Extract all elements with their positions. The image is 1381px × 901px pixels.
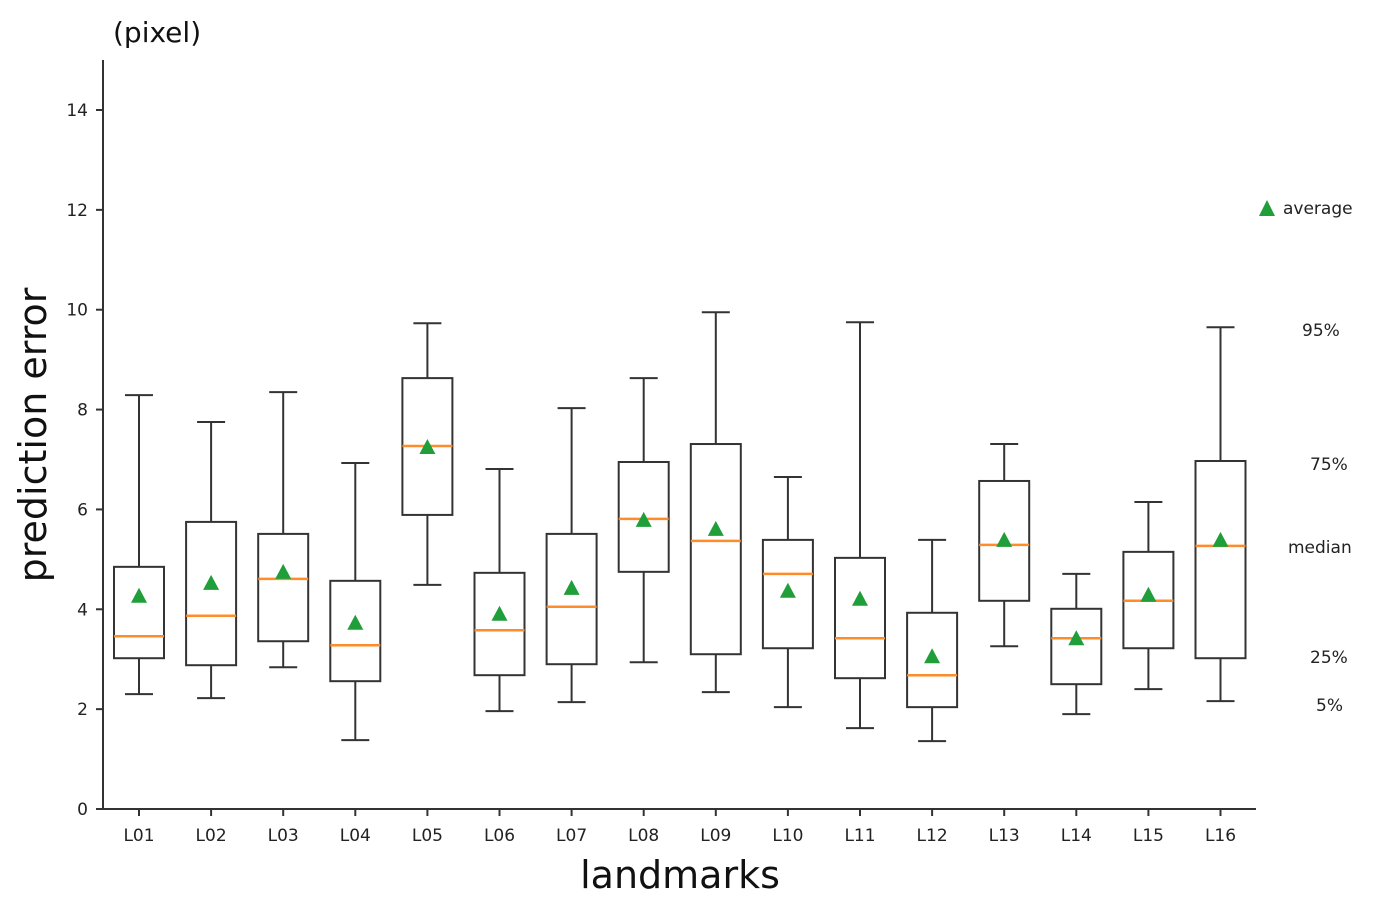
legend: average 95% 75% median 25% 5% <box>1259 199 1353 716</box>
box-L08 <box>617 377 670 664</box>
average-marker <box>563 579 580 595</box>
iqr-box <box>545 532 598 666</box>
legend-average: average <box>1283 199 1353 219</box>
iqr-box <box>1050 607 1103 686</box>
y-tick-label: 0 <box>77 800 88 820</box>
average-marker <box>275 563 292 579</box>
x-tick-label: L06 <box>484 826 515 846</box>
x-tick-label: L10 <box>772 826 803 846</box>
x-tick-label: L01 <box>123 826 154 846</box>
box-L03 <box>257 391 310 669</box>
average-marker <box>779 582 796 598</box>
iqr-box <box>906 611 959 709</box>
legend-25: 25% <box>1310 648 1348 668</box>
legend-95: 95% <box>1302 321 1340 341</box>
box-L14 <box>1050 572 1103 716</box>
unit-label: (pixel) <box>113 16 201 49</box>
y-tick-label: 2 <box>77 700 88 720</box>
average-marker <box>1068 630 1085 646</box>
iqr-box <box>329 579 382 683</box>
y-tick-label: 4 <box>77 600 88 620</box>
iqr-box <box>1194 459 1247 660</box>
y-axis-label: prediction error <box>11 287 55 582</box>
box-L05 <box>401 322 454 586</box>
y-tick-label: 8 <box>77 401 88 421</box>
iqr-box <box>113 565 165 660</box>
box-L07 <box>545 407 598 704</box>
average-marker <box>1212 531 1229 547</box>
average-marker <box>996 531 1013 547</box>
x-tick-label: L16 <box>1205 826 1236 846</box>
x-tick-label: L07 <box>556 826 587 846</box>
x-tick-label: L09 <box>700 826 731 846</box>
average-marker <box>419 439 436 455</box>
average-marker <box>491 605 508 621</box>
legend-average-marker <box>1259 200 1275 216</box>
x-tick-label: L04 <box>340 826 371 846</box>
box-L01 <box>113 394 165 696</box>
iqr-box <box>257 532 310 643</box>
x-tick-label: L02 <box>196 826 227 846</box>
box-L13 <box>978 443 1031 648</box>
average-marker <box>131 587 147 603</box>
y-tick-label: 14 <box>66 101 88 121</box>
x-tick-label: L11 <box>844 826 875 846</box>
box-L12 <box>906 538 959 743</box>
iqr-box <box>834 556 886 680</box>
box-L15 <box>1122 500 1175 691</box>
iqr-box <box>978 479 1031 602</box>
iqr-box <box>761 538 814 650</box>
average-marker <box>1140 586 1157 602</box>
iqr-box <box>617 460 670 573</box>
x-tick-label: L05 <box>412 826 443 846</box>
legend-5: 5% <box>1316 696 1343 716</box>
box-L16 <box>1194 326 1247 703</box>
iqr-box <box>689 443 742 656</box>
y-tick-label: 6 <box>77 500 88 520</box>
average-marker <box>852 590 868 606</box>
box-L09 <box>689 311 742 694</box>
average-marker <box>924 648 941 664</box>
iqr-box <box>185 520 238 667</box>
average-marker <box>635 511 652 527</box>
box-L06 <box>473 467 526 713</box>
x-tick-label: L14 <box>1061 826 1092 846</box>
legend-75: 75% <box>1310 455 1348 475</box>
y-tick-label: 10 <box>66 301 88 321</box>
x-axis-label: landmarks <box>580 853 780 897</box>
iqr-box <box>473 571 526 677</box>
legend-median: median <box>1288 538 1352 558</box>
average-marker <box>203 574 220 590</box>
x-tick-label: L08 <box>628 826 659 846</box>
x-tick-label: L12 <box>917 826 948 846</box>
box-L11 <box>834 321 886 730</box>
y-tick-label: 12 <box>66 201 88 221</box>
box-L10 <box>761 475 814 709</box>
box-L02 <box>185 421 238 700</box>
x-tick-label: L15 <box>1133 826 1164 846</box>
x-tick-label: L13 <box>989 826 1020 846</box>
average-marker <box>707 520 724 536</box>
box-L04 <box>329 461 382 742</box>
x-tick-label: L03 <box>268 826 299 846</box>
average-marker <box>347 614 364 630</box>
